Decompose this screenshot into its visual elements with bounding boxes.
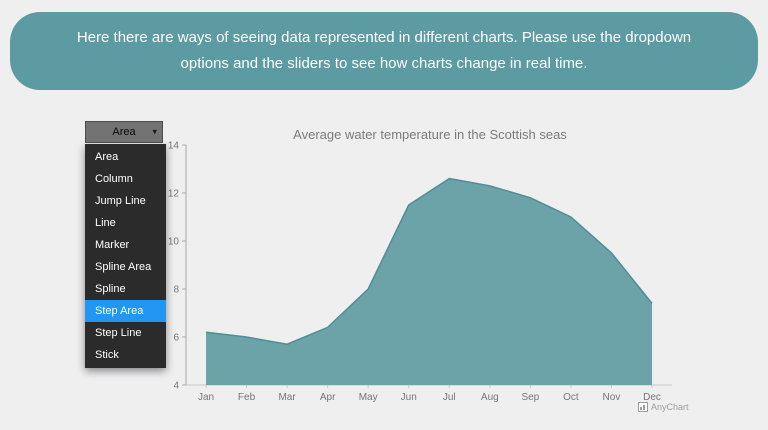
y-axis-label: 12 — [168, 189, 180, 200]
x-axis-label: Aug — [481, 392, 499, 403]
dropdown-option-line[interactable]: Line — [95, 217, 116, 229]
x-axis-label: Apr — [320, 392, 336, 403]
anychart-logo-icon — [638, 402, 648, 412]
x-axis-label: Dec — [643, 392, 661, 403]
y-axis-label: 10 — [168, 237, 180, 248]
chart-type-select[interactable]: Area ▾ — [85, 121, 163, 143]
dropdown-option-stick[interactable]: Stick — [95, 349, 119, 361]
anychart-credit[interactable]: AnyChart — [638, 402, 689, 412]
dropdown-option-jump-line[interactable]: Jump Line — [95, 195, 146, 207]
x-axis-label: Sep — [521, 392, 539, 403]
dropdown-option-area[interactable]: Area — [95, 151, 119, 163]
y-axis-label: 8 — [173, 285, 179, 296]
area-series-outline — [205, 177, 653, 345]
chart-title: Average water temperature in the Scottis… — [293, 127, 567, 142]
chart-type-menu: Area Column Jump Line Line Marker Spline Area… — [85, 144, 166, 368]
dropdown-option-spline[interactable]: Spline — [95, 283, 126, 295]
y-axis-label: 14 — [168, 141, 180, 152]
x-axis-label: Feb — [238, 392, 256, 403]
y-axis-label: 4 — [173, 381, 179, 392]
area-chart: 4 6 8 10 12 14 Jan Feb Mar Apr May Jun Jul Aug Sep Oct N… — [168, 141, 672, 403]
selected-chart-type-label: Area — [112, 126, 136, 138]
x-axis-label: Jun — [401, 392, 417, 403]
x-axis-label: Nov — [603, 392, 621, 403]
instruction-text: Here there are ways of seeing data repre… — [76, 28, 692, 72]
dropdown-option-spline-area[interactable]: Spline Area — [95, 261, 152, 273]
dropdown-option-column[interactable]: Column — [95, 173, 133, 185]
area-series[interactable] — [206, 178, 652, 385]
x-axis-label: Oct — [563, 392, 579, 403]
dropdown-option-step-area[interactable]: Step Area — [85, 300, 166, 322]
anychart-credit-label: AnyChart — [651, 402, 689, 412]
dropdown-option-marker[interactable]: Marker — [95, 239, 130, 251]
instruction-banner: Here there are ways of seeing data repre… — [10, 12, 758, 90]
x-axis-label: May — [359, 392, 378, 403]
y-axis-label: 6 — [173, 333, 179, 344]
caret-down-icon: ▾ — [152, 126, 157, 137]
x-axis-label: Jan — [198, 392, 214, 403]
x-axis-label: Mar — [278, 392, 296, 403]
dropdown-option-step-line[interactable]: Step Line — [95, 327, 142, 339]
x-axis-label: Jul — [443, 392, 456, 403]
